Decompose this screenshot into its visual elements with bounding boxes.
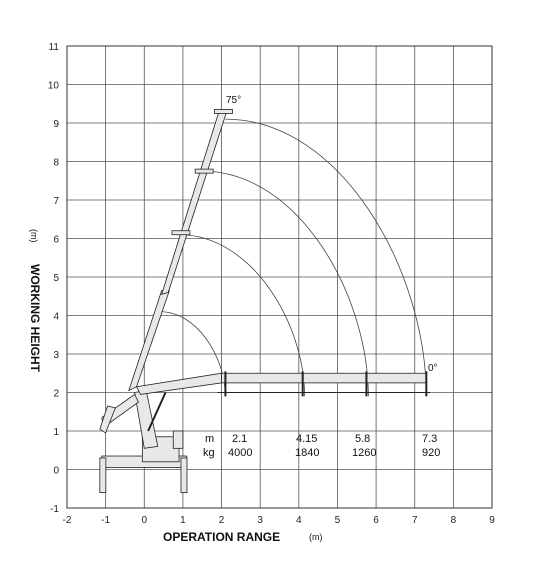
y-tick-label: 9 (53, 119, 59, 130)
boom-horizontal (135, 372, 222, 395)
y-axis-title: WORKING HEIGHT (28, 264, 42, 373)
range-arc (179, 234, 306, 397)
reach-value: 2.1 (232, 433, 247, 445)
boom-extension-horizontal (221, 372, 427, 384)
angle-label-min: 0° (428, 363, 438, 374)
plot-border (66, 45, 493, 509)
load-row-label-kg: kg (203, 447, 215, 459)
x-tick-label: 3 (257, 515, 263, 526)
y-tick-label: 10 (48, 81, 60, 92)
hydraulic-cylinder (147, 392, 167, 432)
x-tick-label: 1 (180, 515, 186, 526)
x-tick-label: 5 (335, 515, 341, 526)
y-tick-label: 5 (53, 273, 59, 284)
load-table: m kg 2.1 4000 4.15 1840 5.8 1260 7.3 920 (203, 433, 440, 459)
y-tick-label: -1 (50, 504, 59, 515)
range-arc (202, 170, 369, 397)
x-axis-title: OPERATION RANGE (163, 530, 280, 544)
reach-value: 4.15 (296, 433, 317, 445)
control-box (172, 430, 184, 449)
crane-silhouette (99, 109, 431, 494)
y-tick-label: 7 (53, 196, 59, 207)
load-value: 1260 (352, 447, 376, 459)
load-row-label-m: m (205, 433, 214, 445)
angle-label-max: 75° (226, 95, 241, 106)
x-tick-label: 2 (219, 515, 225, 526)
x-tick-label: 6 (373, 515, 379, 526)
y-tick-label: 8 (53, 158, 59, 169)
inner-boom (128, 290, 170, 392)
load-value: 920 (422, 447, 440, 459)
x-tick-label: -2 (63, 515, 72, 526)
reach-value: 5.8 (355, 433, 370, 445)
y-tick-label: 1 (53, 427, 59, 438)
x-tick-label: 4 (296, 515, 302, 526)
stowed-jib (99, 405, 116, 434)
load-value: 1840 (295, 447, 319, 459)
outrigger-right (180, 457, 188, 494)
y-tick-label: 0 (53, 466, 59, 477)
x-tick-label: 0 (141, 515, 147, 526)
x-tick-label: -1 (101, 515, 110, 526)
range-arcs (159, 118, 427, 397)
load-value: 4000 (228, 447, 252, 459)
x-tick-labels: -2 -1 0 1 2 3 4 5 6 7 8 9 (63, 515, 496, 526)
y-tick-label: 11 (49, 42, 60, 53)
reach-value: 7.3 (422, 433, 437, 445)
grid (66, 45, 493, 509)
boom-section-joint (194, 168, 214, 174)
x-tick-label: 8 (451, 515, 457, 526)
boom-extension-raised (161, 109, 228, 295)
y-axis-unit: (m) (29, 229, 39, 243)
range-arc (225, 118, 427, 397)
y-tick-label: 3 (53, 350, 59, 361)
boom-section-joint (214, 109, 233, 114)
boom-section-joint (171, 230, 191, 236)
y-tick-label: 2 (53, 389, 59, 400)
x-axis-unit: (m) (309, 532, 323, 542)
outrigger-left (99, 457, 107, 494)
x-tick-label: 9 (489, 515, 495, 526)
y-tick-labels: -1 0 1 2 3 4 5 6 7 8 9 10 11 (48, 42, 60, 515)
x-tick-label: 7 (412, 515, 418, 526)
y-tick-label: 6 (53, 235, 59, 246)
range-arc (159, 311, 226, 397)
y-tick-label: 4 (53, 312, 59, 323)
